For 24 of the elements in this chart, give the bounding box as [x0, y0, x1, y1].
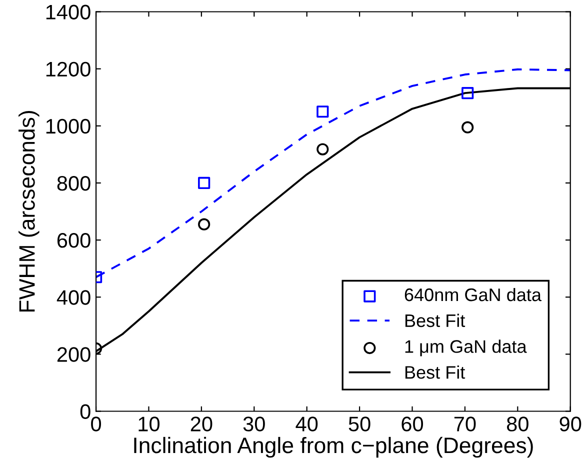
x-tick-label: 40 [296, 416, 318, 432]
x-tick-label: 60 [402, 416, 424, 432]
x-tick-label: 80 [506, 416, 528, 432]
x-tick-label: 0 [91, 416, 102, 432]
y-tick-label: 800 [57, 176, 90, 191]
x-axis-title: Inclination Angle from c−plane (Degrees) [134, 436, 533, 458]
legend-label: Best Fit [405, 314, 466, 328]
y-tick-label: 1000 [46, 118, 90, 134]
y-tick-label: 600 [57, 233, 90, 248]
legend-label: 640nm GaN data [404, 288, 542, 302]
x-tick-label: 30 [243, 416, 265, 432]
x-tick-label: 50 [348, 416, 370, 432]
x-tick-label: 90 [560, 416, 582, 432]
x-tick-label: 20 [190, 416, 212, 432]
y-tick-label: 0 [80, 404, 90, 420]
y-tick-label: 200 [57, 347, 90, 362]
y-tick-label: 400 [56, 290, 90, 305]
x-tick-label: 10 [138, 416, 160, 432]
legend-label: Best Fit [405, 366, 466, 379]
x-tick-label: 70 [454, 416, 476, 432]
y-tick-label: 1400 [46, 4, 90, 20]
y-axis-title: FWHM (arcseconds) [18, 111, 40, 312]
legend-label: 1 μm GaN data [405, 340, 527, 356]
y-tick-label: 1200 [46, 62, 90, 77]
